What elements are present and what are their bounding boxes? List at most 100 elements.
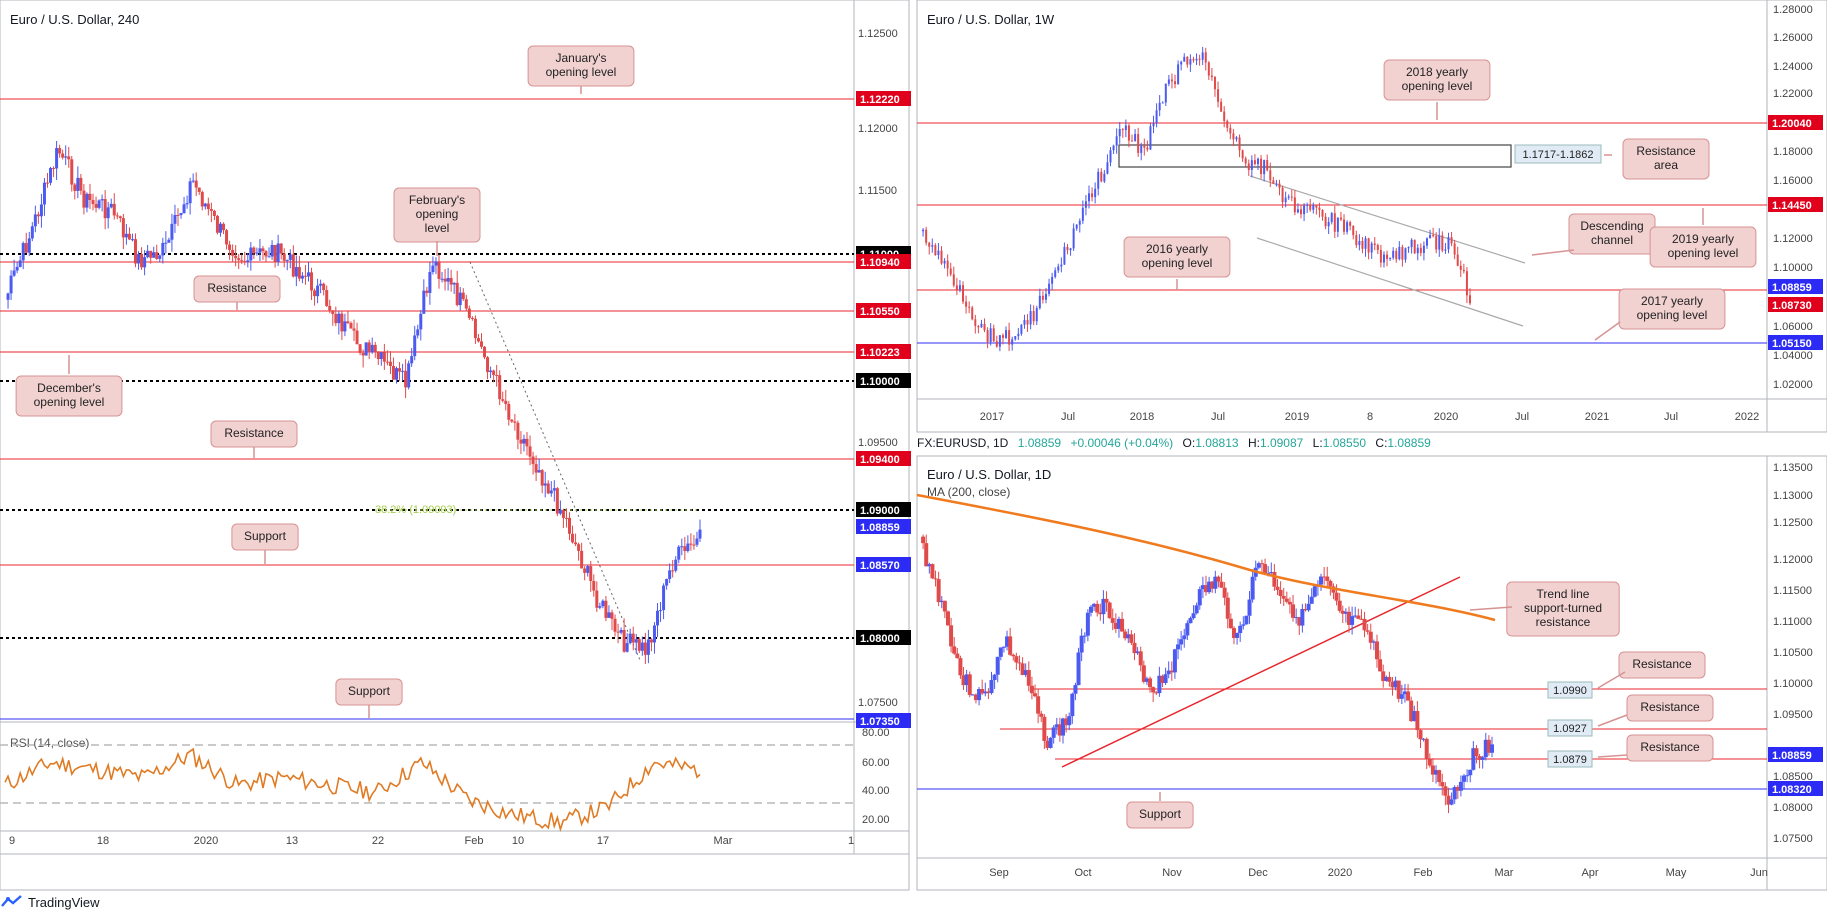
candle	[1321, 209, 1324, 217]
callout-february-text: February's	[409, 193, 465, 207]
h4-price-labels: 1.122201.110001.109401.105501.102231.100…	[856, 91, 911, 728]
candle	[977, 689, 982, 701]
candle	[1172, 649, 1177, 673]
candle	[1427, 759, 1432, 766]
candle	[340, 313, 344, 332]
candle	[97, 200, 101, 208]
candle	[995, 656, 1000, 675]
candle	[1325, 576, 1330, 581]
candle	[665, 578, 669, 586]
candle	[1020, 663, 1025, 675]
candle	[1116, 618, 1121, 629]
price-label-bg	[1768, 115, 1823, 130]
candle	[1284, 598, 1289, 602]
price-label-bg	[856, 373, 911, 388]
callout-trend-line-box	[1506, 581, 1620, 637]
candle	[558, 510, 562, 514]
candle	[1061, 718, 1065, 736]
price-tick: 1.09500	[858, 437, 898, 449]
svg-text:FX:EURUSD, 1D 1.08859: FX:EURUSD, 1D 1.08859 +0.00046 (+0.04%) …	[917, 436, 1431, 450]
daily-panel: FX:EURUSD, 1D 1.08859 +0.00046 (+0.04%) …	[916, 436, 1827, 891]
price-label-bg	[1768, 747, 1823, 762]
candle	[537, 470, 541, 473]
candle	[1370, 243, 1373, 253]
candle	[1131, 140, 1134, 142]
candle	[203, 203, 207, 207]
candle	[106, 207, 110, 219]
candle	[1216, 576, 1221, 582]
callout-2019-text: 2019 yearly	[1672, 232, 1734, 246]
candle	[577, 544, 581, 551]
candle	[1017, 662, 1022, 664]
price-label: 1.05150	[1772, 338, 1812, 350]
time-tick: 2018	[1130, 411, 1154, 423]
candle	[1327, 222, 1330, 227]
candle	[291, 254, 295, 277]
candle	[1358, 240, 1361, 246]
candle	[461, 292, 465, 300]
candle	[1039, 713, 1044, 717]
candle	[513, 421, 517, 423]
candle	[1275, 183, 1278, 185]
callout-resistance-3-text: Resistance	[1640, 740, 1700, 754]
candle	[419, 313, 423, 330]
candle	[1123, 631, 1128, 639]
price-label: 1.10550	[860, 306, 900, 318]
candle	[1138, 651, 1143, 666]
callout-resistance-1-box	[1618, 651, 1706, 679]
candle	[1303, 205, 1306, 215]
candle	[225, 230, 229, 245]
candle	[1054, 270, 1057, 277]
candle	[379, 352, 383, 360]
candle	[1176, 644, 1181, 650]
callout-resistance-2-text: Resistance	[1640, 700, 1700, 714]
channel-lower	[1256, 237, 1524, 327]
candle	[1334, 592, 1339, 601]
candle	[1194, 605, 1199, 614]
candle	[940, 250, 943, 264]
time-tick: 2020	[1328, 867, 1352, 879]
candle	[1343, 611, 1348, 614]
candle	[413, 335, 417, 357]
candle	[927, 564, 932, 567]
candle	[986, 330, 989, 342]
price-label-bg	[1768, 279, 1823, 294]
candle	[470, 317, 474, 319]
candle	[1422, 245, 1425, 253]
candle	[525, 438, 529, 447]
price-tick: 60.00	[862, 757, 890, 769]
callout-resistance-1-text: Resistance	[1632, 657, 1692, 671]
candle	[1465, 271, 1468, 296]
candle	[1141, 665, 1146, 682]
candle	[1418, 730, 1423, 740]
price-tick: 1.12500	[858, 28, 898, 40]
candle	[1079, 635, 1084, 653]
candle	[528, 446, 532, 457]
candle	[1483, 739, 1488, 758]
candle	[1182, 635, 1187, 640]
time-tick: Oct	[1074, 867, 1091, 879]
weekly-price-axis: 1.28000 1.26000 1.24000 1.22000 1.18000 1.160…	[1773, 4, 1813, 391]
candle	[1459, 265, 1462, 270]
candle	[1210, 581, 1215, 589]
candle	[1042, 716, 1047, 741]
weekly-candles	[922, 46, 1471, 352]
candle	[173, 214, 177, 224]
candle	[115, 215, 119, 217]
candle	[1180, 61, 1183, 65]
candle	[973, 694, 978, 701]
candle	[1290, 196, 1293, 198]
candle	[449, 277, 453, 285]
candle	[652, 625, 656, 643]
candle	[404, 370, 408, 388]
candle	[649, 639, 653, 643]
candle	[592, 581, 596, 591]
daily-title: Euro / U.S. Dollar, 1D	[927, 467, 1051, 482]
candle	[61, 153, 65, 158]
candle	[1471, 748, 1476, 770]
candle	[1309, 204, 1312, 210]
price-tick: 1.11500	[858, 185, 897, 197]
candle	[155, 252, 159, 259]
candle	[64, 156, 68, 158]
candle	[1152, 123, 1155, 127]
